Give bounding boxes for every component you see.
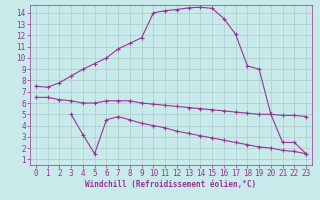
X-axis label: Windchill (Refroidissement éolien,°C): Windchill (Refroidissement éolien,°C): [85, 180, 257, 189]
